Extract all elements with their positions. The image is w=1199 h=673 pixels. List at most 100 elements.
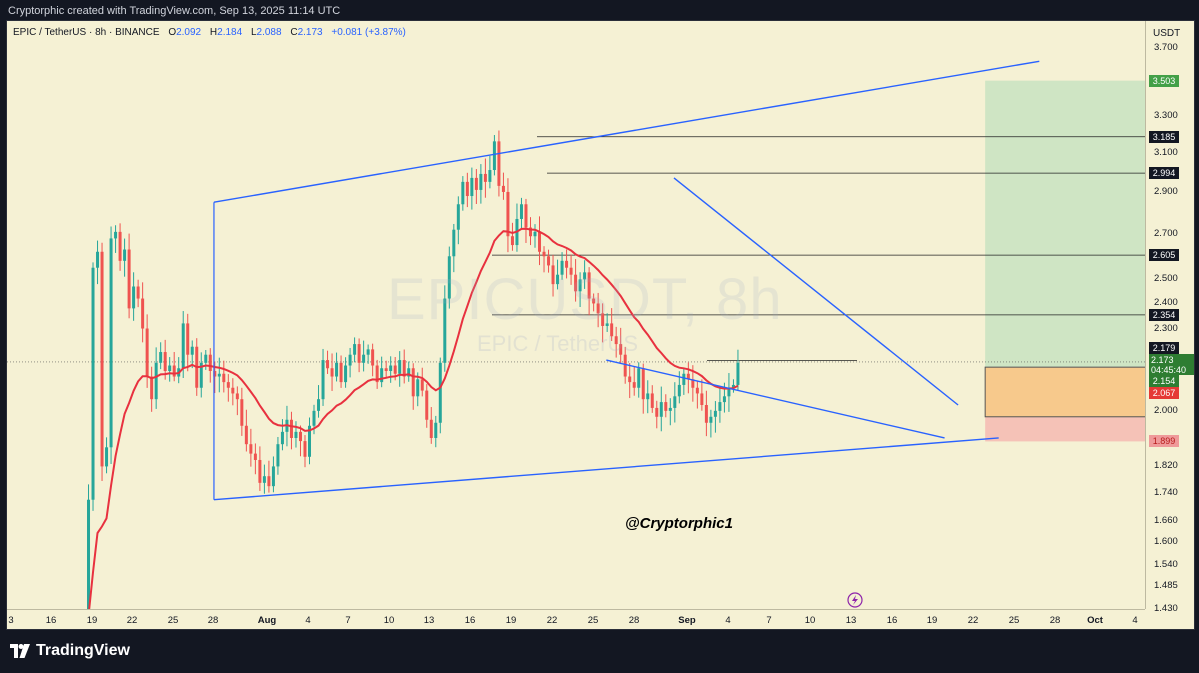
candle[interactable] xyxy=(150,366,154,412)
candle[interactable] xyxy=(592,293,596,312)
candle[interactable] xyxy=(402,349,406,384)
candle[interactable] xyxy=(159,342,163,370)
candle[interactable] xyxy=(168,357,172,382)
candle[interactable] xyxy=(551,254,555,297)
candle[interactable] xyxy=(528,217,532,246)
candle[interactable] xyxy=(474,169,478,205)
price-badge[interactable]: 3.185 xyxy=(1149,130,1179,143)
candle[interactable] xyxy=(177,357,181,384)
candle[interactable] xyxy=(366,344,370,364)
candle[interactable] xyxy=(420,367,424,397)
candle[interactable] xyxy=(109,226,113,464)
candle[interactable] xyxy=(479,164,483,204)
candle[interactable] xyxy=(407,361,411,382)
candle[interactable] xyxy=(524,198,528,243)
candle[interactable] xyxy=(303,435,307,468)
candle[interactable] xyxy=(547,249,551,273)
candle[interactable] xyxy=(718,388,722,423)
candle[interactable] xyxy=(713,401,717,433)
candle[interactable] xyxy=(335,352,339,382)
candle[interactable] xyxy=(470,167,474,210)
candle[interactable] xyxy=(646,380,650,414)
candle[interactable] xyxy=(330,353,334,391)
candle[interactable] xyxy=(267,460,271,493)
candle[interactable] xyxy=(276,436,280,475)
candle[interactable] xyxy=(700,379,704,411)
candle[interactable] xyxy=(727,373,731,412)
candle[interactable] xyxy=(389,356,393,383)
candle[interactable] xyxy=(542,246,546,273)
candle[interactable] xyxy=(519,197,523,230)
candle[interactable] xyxy=(461,176,465,211)
trendline[interactable] xyxy=(213,60,1040,203)
candle[interactable] xyxy=(483,158,487,198)
candle[interactable] xyxy=(686,362,690,394)
candle[interactable] xyxy=(123,238,127,277)
candle[interactable] xyxy=(411,363,415,410)
candle[interactable] xyxy=(515,203,519,252)
candle[interactable] xyxy=(253,443,257,475)
candle[interactable] xyxy=(533,224,537,248)
candle[interactable] xyxy=(709,409,713,438)
candle[interactable] xyxy=(231,378,235,406)
candle[interactable] xyxy=(596,292,600,328)
candle[interactable] xyxy=(298,425,302,457)
candle[interactable] xyxy=(280,419,284,451)
candle[interactable] xyxy=(695,381,699,409)
candle[interactable] xyxy=(619,327,623,364)
candle[interactable] xyxy=(538,216,542,266)
currency-unit[interactable]: USDT xyxy=(1153,28,1181,39)
candle[interactable] xyxy=(357,338,361,373)
candle[interactable] xyxy=(141,282,145,343)
price-badge[interactable]: 2.154 xyxy=(1149,375,1179,387)
ema-line[interactable] xyxy=(83,227,739,630)
candle[interactable] xyxy=(556,259,560,290)
candle[interactable] xyxy=(438,357,442,434)
candle[interactable] xyxy=(222,360,226,393)
candle[interactable] xyxy=(308,417,311,465)
candle[interactable] xyxy=(488,155,492,189)
price-axis[interactable]: 3.7003.5003.3003.1002.9002.7002.5002.400… xyxy=(1145,21,1194,614)
candle[interactable] xyxy=(262,464,266,494)
chart-panel[interactable]: EPICUSDT, 8h EPIC / TetherUS EPIC / Teth… xyxy=(6,20,1195,630)
candle[interactable] xyxy=(380,356,384,388)
trendline[interactable] xyxy=(606,359,945,439)
candle[interactable] xyxy=(574,259,578,302)
candle[interactable] xyxy=(650,385,654,413)
candle[interactable] xyxy=(659,386,663,432)
candle[interactable] xyxy=(235,386,239,416)
candle[interactable] xyxy=(501,172,505,200)
trendline[interactable] xyxy=(213,437,999,501)
candle[interactable] xyxy=(434,415,438,448)
candle[interactable] xyxy=(289,411,293,450)
candle[interactable] xyxy=(565,249,569,279)
candle[interactable] xyxy=(186,313,190,372)
candle[interactable] xyxy=(398,351,402,387)
candle[interactable] xyxy=(132,272,136,321)
candle[interactable] xyxy=(321,348,325,406)
candle[interactable] xyxy=(91,262,95,511)
candle[interactable] xyxy=(163,339,167,380)
candle[interactable] xyxy=(271,456,275,493)
time-axis[interactable]: 3 16 19 22 25 28 Aug 4 7 10 13 16 19 22 25 28 Sep 4 7 10 13 1… xyxy=(7,609,1145,629)
candle[interactable] xyxy=(326,350,330,374)
candle[interactable] xyxy=(294,421,298,448)
candle[interactable] xyxy=(731,379,735,393)
price-badge[interactable]: 2.994 xyxy=(1149,167,1179,180)
candle[interactable] xyxy=(416,372,420,407)
candle[interactable] xyxy=(425,384,429,428)
candle[interactable] xyxy=(641,363,645,414)
candle[interactable] xyxy=(154,347,158,409)
candle[interactable] xyxy=(447,246,451,309)
candle[interactable] xyxy=(353,337,357,363)
candle[interactable] xyxy=(601,303,605,343)
candle[interactable] xyxy=(226,374,230,402)
price-badge[interactable]: 2.067 xyxy=(1149,387,1179,399)
candle[interactable] xyxy=(181,311,185,378)
candle[interactable] xyxy=(569,254,573,285)
candle[interactable] xyxy=(506,178,510,253)
candle[interactable] xyxy=(348,347,352,378)
candle[interactable] xyxy=(429,407,433,444)
candle[interactable] xyxy=(587,267,591,316)
candle[interactable] xyxy=(605,313,609,332)
